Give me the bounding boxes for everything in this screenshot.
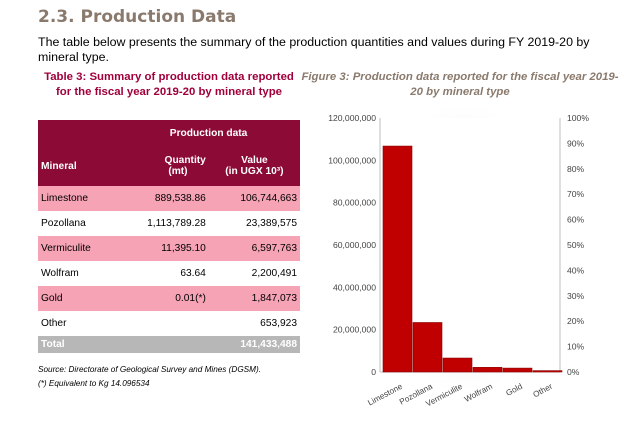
table-row: Pozollana 1,113,789.28 23,389,575 bbox=[38, 211, 300, 236]
section-heading: 2.3. Production Data bbox=[38, 7, 237, 27]
cell-mineral: Wolfram bbox=[41, 268, 79, 279]
y2-tick-label: 90% bbox=[567, 138, 585, 148]
table-total-row: Total 141,433,488 bbox=[38, 336, 300, 353]
header-quantity: Quantity (mt) bbox=[117, 146, 209, 186]
cell-value: 106,744,663 bbox=[208, 186, 300, 211]
table-notes: Source: Directorate of Geological Survey… bbox=[38, 363, 261, 391]
cell-value: 1,847,073 bbox=[208, 286, 300, 311]
y2-tick-label: 20% bbox=[567, 316, 585, 326]
figure-caption: Figure 3: Production data reported for t… bbox=[301, 71, 619, 98]
intro-paragraph: The table below presents the summary of … bbox=[38, 35, 590, 64]
header-quantity-unit: (mt) bbox=[168, 166, 188, 177]
cell-value: 6,597,763 bbox=[208, 236, 300, 261]
cell-quantity: 1,113,789.28 bbox=[147, 218, 206, 229]
bar-limestone bbox=[382, 145, 413, 373]
cell-mineral: Pozollana bbox=[41, 218, 86, 229]
bar-wolfram bbox=[472, 367, 503, 373]
y-tick-label: 20,000,000 bbox=[333, 325, 376, 335]
total-value: 141,433,488 bbox=[117, 336, 300, 353]
cell-quantity: 63.64 bbox=[180, 268, 206, 279]
header-quantity-label: Quantity bbox=[164, 155, 206, 166]
header-production-data: Production data bbox=[117, 120, 300, 146]
table-row: Other 653,923 bbox=[38, 311, 300, 336]
production-bar-chart: 0 20,000,000 40,000,000 60,000,000 80,000,00… bbox=[328, 108, 589, 409]
y2-tick-label: 40% bbox=[567, 265, 585, 275]
y2-tick-label: 10% bbox=[567, 342, 585, 352]
cell-value: 2,200,491 bbox=[251, 268, 297, 279]
cell-quantity: 889,538.86 bbox=[117, 186, 209, 211]
cell-quantity bbox=[117, 311, 209, 336]
x-tick-label: Gold bbox=[504, 382, 524, 398]
header-value: Value (in UGX 10³) bbox=[208, 146, 300, 186]
y-tick-label: 0 bbox=[371, 367, 376, 377]
y-tick-label: 100,000,000 bbox=[328, 155, 376, 165]
table-row: Gold 0.01(*) 1,847,073 bbox=[38, 286, 300, 311]
y2-tick-label: 70% bbox=[567, 189, 585, 199]
y2-tick-label: 30% bbox=[567, 291, 585, 301]
bar-pozollana bbox=[412, 322, 443, 373]
y2-tick-label: 80% bbox=[567, 164, 585, 174]
header-value-label: Value bbox=[241, 155, 268, 166]
y2-tick-label: 100% bbox=[567, 113, 589, 123]
table-source: Source: Directorate of Geological Survey… bbox=[38, 365, 261, 374]
header-mineral: Mineral bbox=[38, 146, 118, 186]
cell-mineral: Gold bbox=[38, 286, 118, 311]
table-header-row: Mineral Quantity (mt) Value (in UGX 10³) bbox=[38, 146, 300, 186]
x-tick-label: Other bbox=[532, 382, 555, 400]
table-caption: Table 3: Summary of production data repo… bbox=[44, 71, 294, 98]
y-tick-label: 60,000,000 bbox=[333, 240, 376, 250]
y2-tick-label: 0% bbox=[567, 367, 580, 377]
bar-other bbox=[532, 370, 563, 373]
cell-quantity: 0.01(*) bbox=[117, 286, 209, 311]
x-tick-label: Limestone bbox=[366, 382, 404, 408]
cell-mineral: Limestone bbox=[38, 186, 118, 211]
y-tick-label: 80,000,000 bbox=[333, 198, 376, 208]
table-footnote: (*) Equivalent to Kg 14.096534 bbox=[38, 379, 150, 388]
cell-quantity: 11,395.10 bbox=[117, 236, 209, 261]
table-row: Wolfram 63.64 2,200,491 bbox=[38, 261, 300, 286]
table-header-group-row: Production data bbox=[38, 120, 300, 146]
production-table: Production data Mineral Quantity (mt) Va… bbox=[38, 120, 300, 353]
bar-vermiculite bbox=[442, 357, 473, 373]
header-value-unit: (in UGX 10³) bbox=[225, 166, 284, 177]
y-tick-label: 120,000,000 bbox=[328, 113, 376, 123]
y2-tick-label: 50% bbox=[567, 240, 585, 250]
table-row: Vermiculite 11,395.10 6,597,763 bbox=[38, 236, 300, 261]
total-label: Total bbox=[38, 336, 118, 353]
cell-value: 653,923 bbox=[260, 318, 297, 329]
table-row: Limestone 889,538.86 106,744,663 bbox=[38, 186, 300, 211]
header-empty-cell bbox=[38, 120, 118, 146]
y-tick-label: 40,000,000 bbox=[333, 282, 376, 292]
bar-gold bbox=[502, 367, 533, 373]
cell-mineral: Other bbox=[41, 318, 67, 329]
cell-mineral: Vermiculite bbox=[38, 236, 118, 261]
y2-tick-label: 60% bbox=[567, 215, 585, 225]
cell-value: 23,389,575 bbox=[246, 218, 297, 229]
